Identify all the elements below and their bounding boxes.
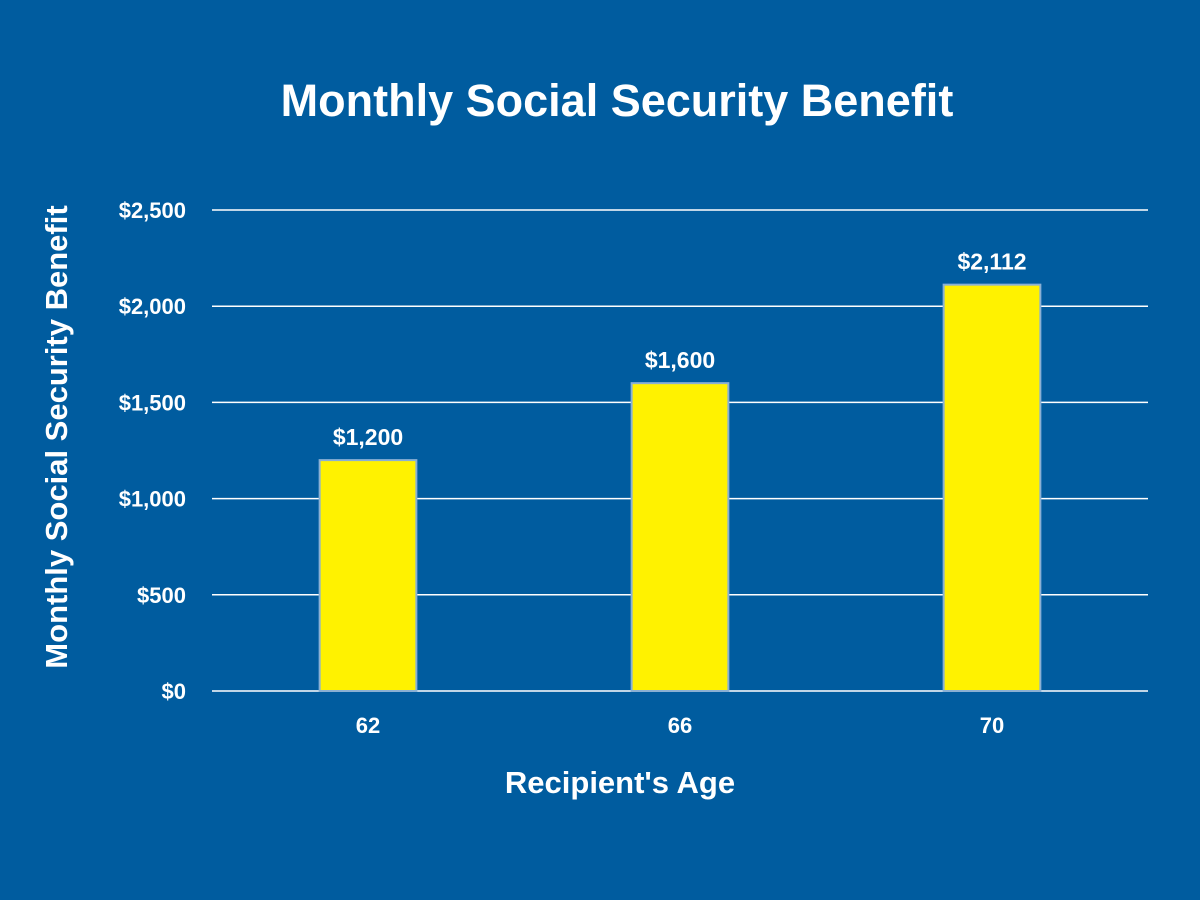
bar-age-62 <box>318 459 418 692</box>
x-tick-label: 66 <box>668 713 692 738</box>
x-axis-ticks: 62 66 70 <box>356 713 1004 738</box>
x-tick-label: 62 <box>356 713 380 738</box>
data-label-age-62: $1,200 <box>333 424 403 450</box>
y-tick-label: $2,500 <box>119 198 186 223</box>
x-tick-label: 70 <box>980 713 1004 738</box>
bar-age-70 <box>942 283 1042 692</box>
y-tick-label: $1,500 <box>119 390 186 415</box>
y-tick-label: $2,000 <box>119 294 186 319</box>
y-tick-label: $1,000 <box>119 487 186 512</box>
y-tick-label: $500 <box>137 583 186 608</box>
y-axis-ticks: $0 $500 $1,000 $1,500 $2,000 $2,500 <box>119 198 186 704</box>
y-tick-label: $0 <box>162 679 186 704</box>
chart-title: Monthly Social Security Benefit <box>281 75 954 126</box>
bars <box>318 283 1042 692</box>
data-label-age-66: $1,600 <box>645 347 715 373</box>
data-label-age-70: $2,112 <box>957 249 1026 275</box>
x-axis-title: Recipient's Age <box>505 765 735 800</box>
y-axis-title: Monthly Social Security Benefit <box>39 205 74 668</box>
data-labels: $1,200 $1,600 $2,112 <box>333 249 1027 450</box>
bar-age-66 <box>630 382 730 692</box>
